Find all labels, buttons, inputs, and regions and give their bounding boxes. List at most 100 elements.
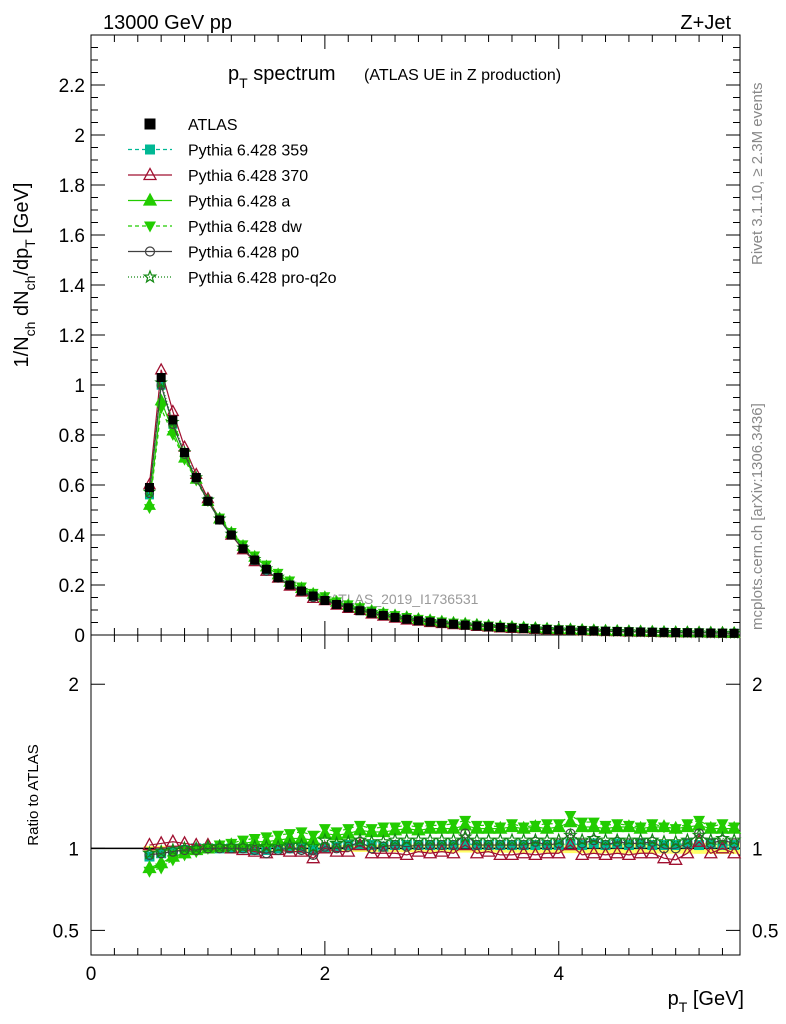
data-point [365, 824, 378, 836]
data-point [330, 827, 343, 839]
data-point [446, 832, 461, 847]
data-point [729, 628, 739, 638]
series-layer [142, 362, 742, 878]
data-point [424, 820, 437, 832]
svg-text:pT spectrum: pT spectrum [228, 63, 336, 91]
data-point [612, 838, 623, 849]
legend-label: ATLAS [188, 117, 238, 134]
data-point [317, 832, 333, 847]
data-point [588, 835, 599, 846]
legend-entry: Pythia 6.428 359 [128, 143, 308, 160]
data-point [483, 839, 494, 851]
data-point [659, 627, 669, 637]
data-point [425, 617, 435, 627]
data-point [577, 626, 587, 636]
data-point [460, 838, 471, 849]
data-point [212, 838, 227, 853]
data-point [168, 415, 178, 425]
data-point [728, 822, 741, 834]
data-point [609, 832, 625, 847]
data-point [645, 845, 660, 859]
data-point [364, 834, 380, 848]
data-point [577, 840, 588, 851]
data-point [621, 847, 637, 861]
data-point [551, 832, 567, 847]
legend-label: Pythia 6.428 dw [188, 219, 302, 236]
data-point [574, 832, 590, 847]
legend-label: Pythia 6.428 359 [188, 143, 308, 160]
data-point [554, 625, 564, 635]
data-point [601, 626, 611, 636]
data-point [446, 845, 461, 859]
header-right: Z+Jet [680, 12, 731, 34]
data-point [213, 840, 226, 852]
data-point [247, 838, 263, 853]
data-point [505, 819, 518, 831]
data-point [215, 515, 225, 525]
data-point [611, 819, 624, 831]
data-point [706, 628, 716, 638]
data-point [367, 608, 377, 618]
x-tick-label: 0 [86, 964, 97, 985]
legend-entry: Pythia 6.428 pro-q2o [128, 269, 337, 287]
data-point [472, 621, 482, 631]
data-point [726, 832, 742, 847]
data-point [375, 834, 391, 848]
y-tick-label-main: 0.2 [59, 576, 85, 597]
data-point [261, 844, 272, 855]
data-point [238, 544, 248, 554]
data-point [703, 845, 718, 859]
data-point [272, 844, 284, 856]
data-point [516, 832, 532, 847]
data-point [493, 847, 508, 861]
data-point [656, 850, 672, 864]
data-point [495, 839, 506, 851]
data-point [729, 840, 740, 851]
data-point [564, 811, 577, 823]
data-point [411, 832, 426, 847]
data-point [295, 827, 308, 839]
data-point [167, 431, 179, 441]
data-point [644, 832, 660, 847]
data-point [494, 822, 507, 834]
data-point [575, 847, 590, 861]
data-point [412, 822, 425, 834]
data-point [226, 530, 236, 540]
data-point [191, 844, 202, 856]
data-point [563, 837, 578, 851]
y-tick-label-main: 1.4 [59, 276, 86, 297]
y-tick-label-ratio: 1 [68, 839, 79, 860]
series-pythia-6-428-pro-q2o [142, 375, 742, 860]
data-point [646, 819, 659, 831]
data-point [539, 845, 555, 859]
data-point [587, 817, 600, 829]
data-point [507, 623, 517, 633]
data-point [144, 118, 156, 130]
data-point [656, 834, 672, 848]
data-point [203, 496, 213, 506]
data-point [329, 843, 344, 857]
x-tick-label: 2 [320, 964, 331, 985]
y-tick-label-main: 1 [74, 376, 85, 397]
legend-label: Pythia 6.428 p0 [188, 245, 299, 262]
data-point [366, 840, 377, 851]
data-point [471, 839, 482, 851]
data-point [355, 606, 365, 616]
data-point [285, 580, 295, 590]
data-point [144, 504, 155, 514]
data-point [705, 838, 716, 849]
data-point [155, 863, 168, 875]
data-point [145, 144, 155, 155]
data-point [259, 838, 274, 853]
y-tick-label-main: 0.4 [59, 526, 86, 547]
data-point [691, 833, 707, 847]
data-point [223, 838, 239, 853]
data-point [142, 845, 157, 860]
data-point [167, 846, 178, 857]
data-point [296, 586, 306, 596]
data-point [307, 830, 320, 842]
data-point [716, 819, 729, 831]
data-point [249, 844, 260, 856]
data-point [621, 832, 637, 847]
